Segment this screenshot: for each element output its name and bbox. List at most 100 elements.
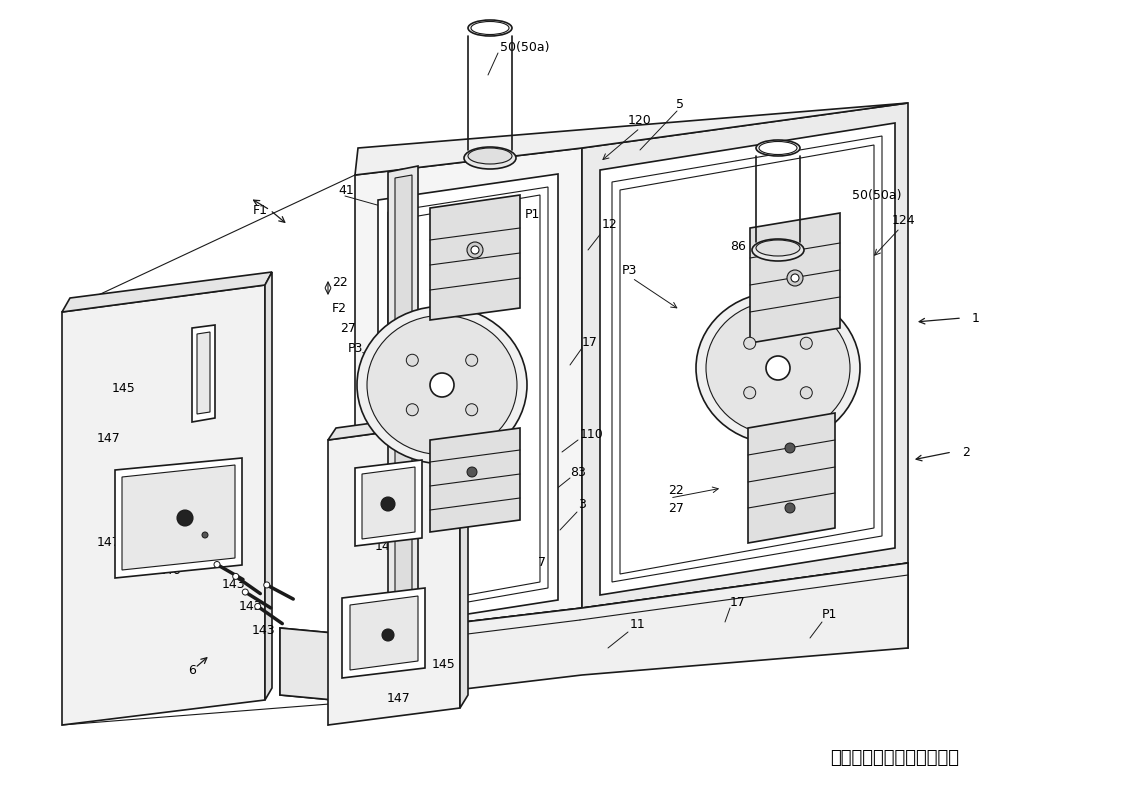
- Text: 22: 22: [332, 276, 348, 289]
- Polygon shape: [750, 213, 840, 343]
- Text: 27: 27: [668, 501, 684, 514]
- Polygon shape: [398, 215, 542, 600]
- Polygon shape: [192, 325, 215, 422]
- Polygon shape: [280, 628, 355, 702]
- Text: 124: 124: [891, 214, 915, 226]
- Polygon shape: [62, 285, 264, 725]
- Ellipse shape: [697, 292, 860, 444]
- Polygon shape: [197, 332, 210, 414]
- Text: 50(50a): 50(50a): [852, 189, 902, 202]
- Text: P1: P1: [822, 609, 838, 621]
- Polygon shape: [355, 103, 907, 175]
- Text: P3: P3: [622, 264, 637, 276]
- Circle shape: [466, 404, 478, 416]
- Text: 143: 143: [252, 624, 275, 637]
- Text: 110: 110: [580, 429, 604, 442]
- Circle shape: [471, 246, 479, 254]
- Circle shape: [743, 337, 756, 349]
- Text: 27: 27: [340, 322, 356, 334]
- Text: 147: 147: [96, 431, 120, 444]
- Text: 50(50a): 50(50a): [500, 41, 549, 55]
- Text: F1: F1: [253, 203, 268, 217]
- Text: 5: 5: [676, 98, 684, 110]
- Text: 146: 146: [375, 539, 399, 552]
- Text: 12: 12: [602, 218, 618, 231]
- Ellipse shape: [471, 22, 508, 35]
- Text: 83: 83: [570, 466, 586, 479]
- Polygon shape: [461, 410, 469, 708]
- Polygon shape: [394, 175, 412, 636]
- Ellipse shape: [464, 147, 516, 169]
- Text: P3: P3: [348, 342, 364, 355]
- Polygon shape: [378, 174, 557, 628]
- Text: 83: 83: [800, 376, 816, 388]
- Text: 143: 143: [238, 600, 262, 613]
- Polygon shape: [350, 596, 418, 670]
- Circle shape: [785, 443, 795, 453]
- Text: 147: 147: [96, 535, 120, 549]
- Text: 147: 147: [382, 520, 406, 533]
- Text: 86: 86: [378, 364, 394, 376]
- Polygon shape: [122, 465, 235, 570]
- Text: 3: 3: [578, 498, 586, 512]
- Text: 145: 145: [112, 381, 135, 394]
- Polygon shape: [600, 123, 895, 595]
- Ellipse shape: [752, 239, 804, 261]
- Text: 12: 12: [422, 412, 438, 425]
- Circle shape: [214, 562, 220, 567]
- Text: 11: 11: [630, 618, 645, 631]
- Circle shape: [467, 467, 477, 477]
- Circle shape: [467, 242, 483, 258]
- Polygon shape: [264, 272, 272, 700]
- Text: 146: 146: [158, 563, 181, 576]
- Circle shape: [406, 404, 418, 416]
- Polygon shape: [394, 195, 540, 608]
- Ellipse shape: [469, 20, 512, 36]
- Polygon shape: [612, 136, 882, 582]
- Text: 7: 7: [538, 555, 546, 568]
- Ellipse shape: [759, 142, 797, 155]
- Polygon shape: [583, 103, 907, 608]
- Circle shape: [243, 589, 249, 595]
- Ellipse shape: [367, 315, 518, 455]
- Polygon shape: [628, 162, 868, 564]
- Text: 6: 6: [188, 663, 196, 676]
- Circle shape: [800, 387, 813, 399]
- Circle shape: [785, 503, 795, 513]
- Ellipse shape: [756, 240, 800, 256]
- Text: 120: 120: [628, 114, 652, 127]
- Ellipse shape: [357, 306, 527, 463]
- Circle shape: [430, 373, 454, 397]
- Circle shape: [800, 337, 813, 349]
- Polygon shape: [363, 467, 415, 539]
- Polygon shape: [355, 563, 907, 702]
- Polygon shape: [342, 588, 425, 678]
- Polygon shape: [620, 145, 874, 574]
- Text: 11: 11: [470, 209, 486, 222]
- Polygon shape: [355, 563, 907, 648]
- Text: 110: 110: [800, 334, 824, 347]
- Ellipse shape: [469, 148, 512, 164]
- Polygon shape: [280, 628, 355, 702]
- Text: 147: 147: [386, 692, 410, 704]
- Polygon shape: [62, 272, 272, 312]
- Polygon shape: [328, 422, 461, 725]
- Text: 41: 41: [337, 184, 353, 197]
- Text: 13: 13: [477, 261, 491, 275]
- Circle shape: [743, 387, 756, 399]
- Polygon shape: [388, 166, 418, 644]
- Text: 2: 2: [962, 446, 970, 459]
- Text: 41: 41: [800, 422, 816, 434]
- Polygon shape: [115, 458, 242, 578]
- Polygon shape: [355, 148, 583, 635]
- Circle shape: [263, 582, 270, 588]
- Text: 17: 17: [730, 596, 746, 609]
- Polygon shape: [355, 460, 422, 546]
- Polygon shape: [328, 410, 469, 440]
- Text: 13: 13: [803, 463, 817, 476]
- Circle shape: [381, 497, 394, 511]
- Circle shape: [466, 355, 478, 366]
- Polygon shape: [430, 195, 520, 320]
- Text: 85: 85: [434, 454, 450, 467]
- Circle shape: [766, 356, 790, 380]
